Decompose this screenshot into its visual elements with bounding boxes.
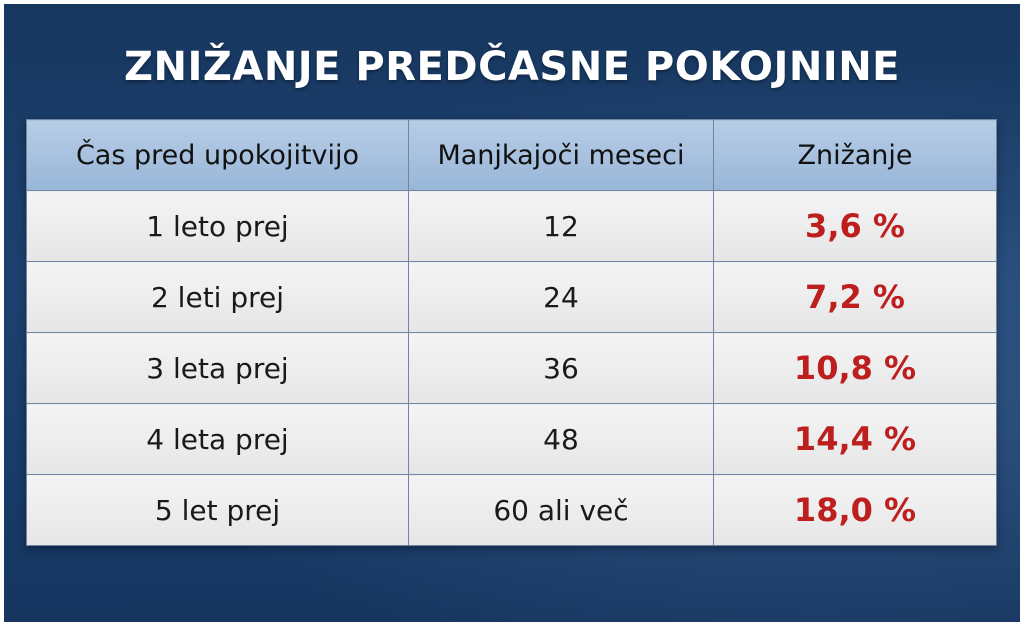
table-row: 2 leti prej 24 7,2 %	[26, 261, 997, 333]
cell-reduction: 7,2 %	[713, 261, 997, 333]
column-header-time-before-retirement: Čas pred upokojitvijo	[26, 119, 409, 191]
cell-time-before: 3 leta prej	[26, 332, 409, 404]
cell-reduction: 14,4 %	[713, 403, 997, 475]
column-header-reduction: Znižanje	[713, 119, 997, 191]
page-title: ZNIŽANJE PREDČASNE POKOJNINE	[124, 44, 900, 90]
cell-time-before: 2 leti prej	[26, 261, 409, 333]
cell-missing-months: 12	[408, 190, 714, 262]
table-row: 5 let prej 60 ali več 18,0 %	[26, 474, 997, 546]
pension-reduction-table: Čas pred upokojitvijo Manjkajoči meseci …	[26, 119, 997, 546]
table-header-row: Čas pred upokojitvijo Manjkajoči meseci …	[26, 119, 997, 191]
column-header-missing-months: Manjkajoči meseci	[408, 119, 714, 191]
table-row: 3 leta prej 36 10,8 %	[26, 332, 997, 404]
table-row: 1 leto prej 12 3,6 %	[26, 190, 997, 262]
cell-time-before: 1 leto prej	[26, 190, 409, 262]
cell-time-before: 5 let prej	[26, 474, 409, 546]
cell-missing-months: 60 ali več	[408, 474, 714, 546]
slide-background: ZNIŽANJE PREDČASNE POKOJNINE Čas pred up…	[4, 4, 1020, 622]
cell-missing-months: 24	[408, 261, 714, 333]
table-row: 4 leta prej 48 14,4 %	[26, 403, 997, 475]
cell-reduction: 10,8 %	[713, 332, 997, 404]
cell-missing-months: 36	[408, 332, 714, 404]
cell-missing-months: 48	[408, 403, 714, 475]
cell-reduction: 3,6 %	[713, 190, 997, 262]
cell-reduction: 18,0 %	[713, 474, 997, 546]
cell-time-before: 4 leta prej	[26, 403, 409, 475]
